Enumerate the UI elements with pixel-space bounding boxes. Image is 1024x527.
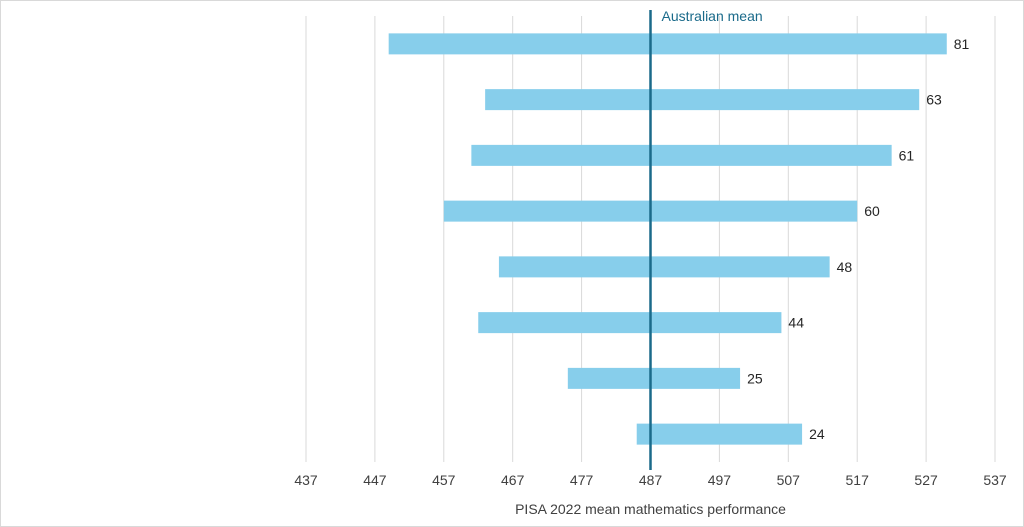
- x-tick-label: 527: [914, 472, 938, 488]
- x-axis-title: PISA 2022 mean mathematics performance: [515, 501, 786, 517]
- bar: [478, 312, 782, 334]
- x-tick-label: 447: [363, 472, 387, 488]
- data-label: 24: [809, 426, 825, 442]
- data-labels: 81 63 61 60 48 44 25 24: [747, 36, 969, 442]
- x-tick-label: 537: [983, 472, 1007, 488]
- x-tick-label: 487: [639, 472, 663, 488]
- bar: [498, 256, 830, 278]
- bar: [388, 33, 947, 55]
- bar: [471, 144, 892, 166]
- bars: [388, 33, 947, 445]
- reference-line-label: Australian mean: [662, 8, 763, 24]
- x-tick-label: 467: [501, 472, 525, 488]
- data-label: 44: [788, 315, 804, 331]
- x-tick-label: 477: [570, 472, 594, 488]
- x-tick-label: 437: [294, 472, 318, 488]
- x-tick-label: 457: [432, 472, 456, 488]
- data-label: 81: [954, 36, 970, 52]
- bar: [567, 367, 741, 389]
- bar: [485, 89, 920, 111]
- x-tick-label: 497: [708, 472, 732, 488]
- bar: [636, 423, 803, 445]
- data-label: 48: [837, 259, 853, 275]
- data-label: 63: [926, 92, 942, 108]
- x-tick-labels: 437 447 457 467 477 487 497 507 517 527 537: [294, 472, 1007, 488]
- data-label: 25: [747, 370, 763, 386]
- x-tick-label: 517: [846, 472, 870, 488]
- x-tick-label: 507: [777, 472, 801, 488]
- data-label: 61: [899, 147, 915, 163]
- data-label: 60: [864, 203, 880, 219]
